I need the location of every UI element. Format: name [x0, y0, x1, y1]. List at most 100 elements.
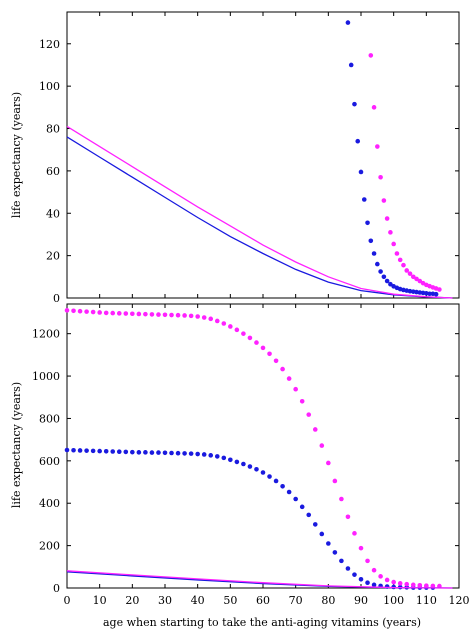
bottom-series-magenta-point [352, 531, 357, 536]
bottom-series-magenta-line [66, 570, 453, 589]
bottom-series-magenta-point [156, 312, 161, 317]
top-y-tick-label: 20 [46, 250, 60, 263]
bottom-series-magenta-point [286, 376, 292, 381]
bottom-series-blue-point [326, 541, 331, 546]
bottom-series-magenta-point [201, 315, 207, 320]
bottom-series-blue-point [123, 449, 129, 455]
bottom-series-blue-point [312, 522, 318, 527]
bottom-series-blue-point [319, 531, 325, 537]
bottom-x-tick-label: 80 [321, 594, 335, 607]
bottom-series-blue-point [110, 449, 116, 454]
bottom-y-tick-label: 0 [53, 582, 60, 595]
bottom-x-tick-label: 120 [449, 594, 470, 607]
bottom-series-magenta-point [228, 324, 233, 329]
bottom-series-blue-point [267, 474, 272, 479]
top-series-blue-point [427, 291, 432, 297]
bottom-series-magenta-point [130, 311, 135, 317]
top-series-blue-point [371, 251, 377, 256]
bottom-series-blue-point [228, 457, 233, 463]
top-series-magenta-point [397, 257, 403, 263]
bottom-series-magenta-point [71, 308, 76, 314]
bottom-series-blue-point [136, 450, 142, 455]
bottom-series-magenta-point [280, 366, 285, 372]
bottom-x-tick-label: 40 [191, 594, 205, 607]
top-series-blue-point [355, 138, 361, 144]
bottom-series-blue-point [71, 447, 76, 453]
bottom-series-magenta-point [77, 308, 83, 314]
bottom-series-magenta-point [371, 567, 377, 573]
bottom-series-magenta-point [195, 314, 200, 319]
bottom-series-magenta-point [136, 311, 142, 317]
bottom-series-blue-point [365, 580, 370, 585]
top-y-tick-label: 40 [46, 207, 60, 220]
bottom-series-magenta-point [391, 579, 396, 585]
bottom-series-magenta-point [260, 345, 266, 351]
bottom-series-magenta-point [273, 358, 279, 364]
bottom-series-blue-point [169, 450, 174, 456]
top-series-magenta-point [410, 274, 416, 280]
top-series-blue-point [368, 238, 374, 244]
bottom-x-tick-label: 70 [289, 594, 303, 607]
bottom-x-tick-label: 20 [125, 594, 139, 607]
bottom-series-blue-point [201, 452, 207, 457]
bottom-series-magenta-point [384, 577, 390, 583]
bottom-series-blue-point [77, 448, 83, 453]
top-series-blue-point [384, 278, 390, 284]
bottom-series-blue-point [97, 448, 102, 454]
bottom-y-axis-label: life expectancy (years) [10, 382, 23, 508]
top-series-blue-point [375, 261, 380, 267]
bottom-x-tick-label: 90 [354, 594, 368, 607]
top-series-magenta-point [404, 268, 410, 273]
bottom-series-blue-point [286, 489, 292, 495]
bottom-series-magenta-point [241, 331, 246, 336]
top-series-magenta-point [381, 198, 387, 203]
bottom-x-tick-label: 30 [158, 594, 172, 607]
top-y-tick-label: 80 [46, 123, 60, 136]
bottom-series-blue-point [149, 450, 155, 455]
top-series-blue-point [352, 101, 357, 107]
bottom-series-magenta-point [326, 460, 331, 466]
bottom-series-blue-point [221, 455, 227, 461]
bottom-series-blue-point [254, 467, 259, 472]
top-plot-frame [66, 11, 460, 299]
bottom-series-magenta-point [110, 310, 116, 316]
bottom-series-magenta-point [397, 581, 403, 586]
bottom-series-magenta-point [306, 412, 312, 417]
bottom-series-magenta-point [424, 583, 429, 588]
bottom-series-blue-point [358, 577, 364, 582]
top-y-tick-label: 60 [46, 165, 60, 178]
bottom-y-tick-label: 1200 [32, 328, 60, 341]
top-series-magenta-point [371, 105, 377, 110]
top-series-blue-point [358, 169, 364, 175]
bottom-series-magenta-point [417, 582, 423, 588]
bottom-series-magenta-point [162, 312, 168, 318]
bottom-series-magenta-point [221, 321, 227, 326]
top-y-axis-label: life expectancy (years) [10, 92, 23, 218]
bottom-series-blue-point [241, 461, 246, 467]
bottom-y-tick-label: 1000 [32, 370, 60, 383]
top-series-magenta-point [388, 230, 393, 235]
bottom-series-blue-point [188, 451, 194, 456]
bottom-series-magenta-point [175, 312, 181, 318]
bottom-series-blue-point [352, 572, 357, 577]
bottom-series-blue-point [273, 478, 279, 484]
top-y-tick-label: 120 [39, 38, 60, 51]
bottom-series-magenta-point [97, 310, 102, 315]
bottom-x-tick-label: 100 [383, 594, 404, 607]
bottom-series-blue-point [214, 454, 220, 459]
bottom-series-magenta-point [404, 581, 410, 587]
bottom-series-blue-point [116, 449, 122, 455]
top-series-blue-point [388, 281, 393, 287]
bottom-x-tick-label: 0 [64, 594, 71, 607]
bottom-series-magenta-point [214, 318, 220, 324]
bottom-series-magenta-point [299, 398, 305, 404]
bottom-x-tick-label: 60 [256, 594, 270, 607]
bottom-series-magenta-point [365, 558, 370, 564]
top-y-tick-label: 100 [39, 80, 60, 93]
bottom-series-blue-point [130, 449, 135, 455]
top-series-magenta-point [414, 276, 419, 282]
top-series-magenta-point [378, 174, 383, 180]
bottom-x-tick-label: 110 [416, 594, 437, 607]
bottom-series-blue-point [175, 450, 181, 456]
bottom-series-magenta-point [339, 496, 344, 502]
